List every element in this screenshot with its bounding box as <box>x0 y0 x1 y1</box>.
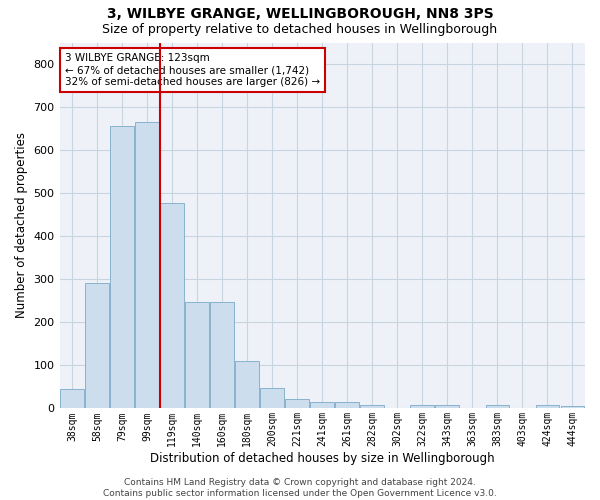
Bar <box>110 126 134 408</box>
Bar <box>410 405 434 408</box>
Bar <box>160 202 184 408</box>
Bar <box>235 361 259 408</box>
Bar <box>260 388 284 408</box>
Bar <box>286 398 309 408</box>
Bar <box>485 405 509 408</box>
Bar <box>85 282 109 408</box>
Bar <box>60 389 84 408</box>
Bar <box>560 406 584 408</box>
Bar <box>361 405 384 408</box>
Bar <box>310 402 334 408</box>
Bar <box>135 122 159 408</box>
Bar <box>185 302 209 408</box>
Y-axis label: Number of detached properties: Number of detached properties <box>15 132 28 318</box>
Text: Size of property relative to detached houses in Wellingborough: Size of property relative to detached ho… <box>103 22 497 36</box>
Bar <box>335 402 359 408</box>
Bar <box>536 406 559 408</box>
Text: 3, WILBYE GRANGE, WELLINGBOROUGH, NN8 3PS: 3, WILBYE GRANGE, WELLINGBOROUGH, NN8 3P… <box>107 8 493 22</box>
Text: 3 WILBYE GRANGE: 123sqm
← 67% of detached houses are smaller (1,742)
32% of semi: 3 WILBYE GRANGE: 123sqm ← 67% of detache… <box>65 54 320 86</box>
Bar <box>210 302 234 408</box>
Bar <box>436 405 459 408</box>
Text: Contains HM Land Registry data © Crown copyright and database right 2024.
Contai: Contains HM Land Registry data © Crown c… <box>103 478 497 498</box>
X-axis label: Distribution of detached houses by size in Wellingborough: Distribution of detached houses by size … <box>150 452 494 465</box>
